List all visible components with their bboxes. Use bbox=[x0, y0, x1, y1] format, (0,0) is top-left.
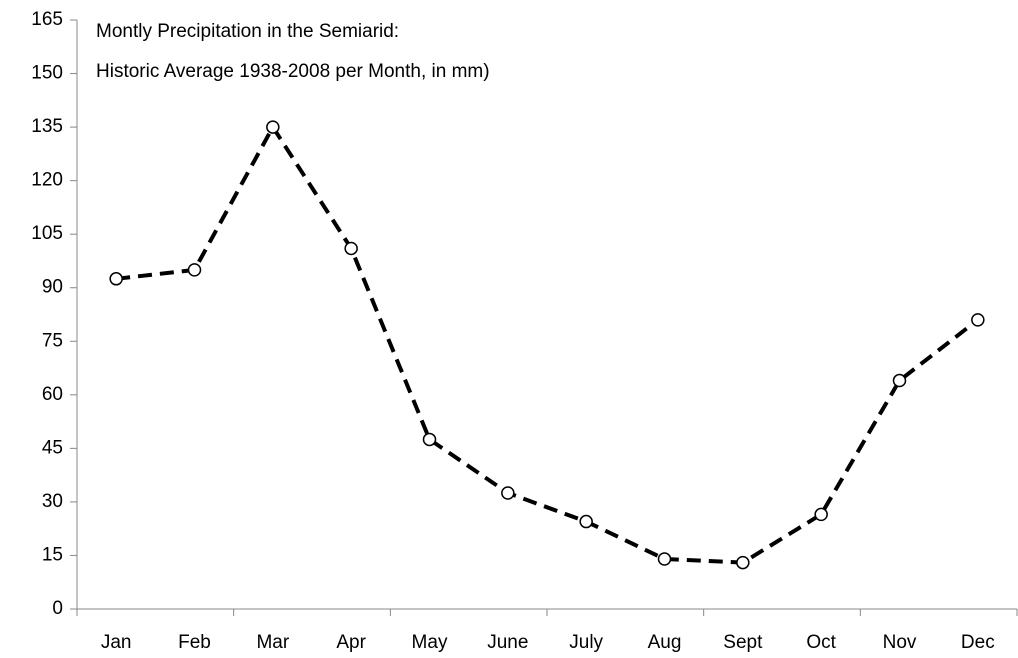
chart-title: Montly Precipitation in the Semiarid: bbox=[96, 21, 399, 42]
point bbox=[892, 373, 907, 388]
point bbox=[422, 432, 437, 447]
y-tick-label: 15 bbox=[42, 544, 63, 565]
y-tick-label: 75 bbox=[42, 330, 63, 351]
point bbox=[814, 507, 828, 522]
y-tick-label: 90 bbox=[42, 277, 63, 298]
point bbox=[344, 241, 358, 256]
y-tick-label: 165 bbox=[31, 9, 63, 30]
point bbox=[736, 555, 750, 570]
x-tick-label: Dec bbox=[961, 632, 995, 653]
y-tick-label: 60 bbox=[42, 384, 63, 405]
point bbox=[266, 120, 280, 134]
point bbox=[187, 263, 202, 277]
y-tick-label: 105 bbox=[31, 223, 63, 244]
point bbox=[501, 486, 515, 500]
y-tick-label: 120 bbox=[31, 170, 63, 191]
x-tick-label: Nov bbox=[883, 632, 917, 653]
y-tick-label: 45 bbox=[42, 437, 63, 458]
y-tick-label: 135 bbox=[31, 116, 63, 137]
x-tick-label: Sept bbox=[723, 632, 763, 653]
chart-subtitle: Historic Average 1938-2008 per Month, in… bbox=[96, 61, 490, 82]
x-tick-label: Oct bbox=[806, 632, 836, 653]
x-tick-label: Apr bbox=[336, 632, 366, 653]
point bbox=[109, 272, 123, 286]
x-tick-label: Mar bbox=[256, 632, 289, 653]
line bbox=[115, 123, 980, 565]
point bbox=[579, 514, 593, 529]
point bbox=[657, 552, 672, 566]
y-tick-label: 150 bbox=[31, 63, 63, 84]
y-tick-label: 30 bbox=[42, 491, 63, 512]
x-tick-label: Feb bbox=[178, 632, 211, 653]
point bbox=[971, 313, 985, 327]
y-tick-label: 0 bbox=[52, 598, 63, 619]
x-tick-label: Jan bbox=[101, 632, 132, 653]
x-tick-label: June bbox=[487, 632, 528, 653]
x-tick-label: May bbox=[412, 632, 448, 653]
x-tick-label: July bbox=[569, 632, 603, 653]
x-tick-label: Aug bbox=[648, 632, 682, 653]
